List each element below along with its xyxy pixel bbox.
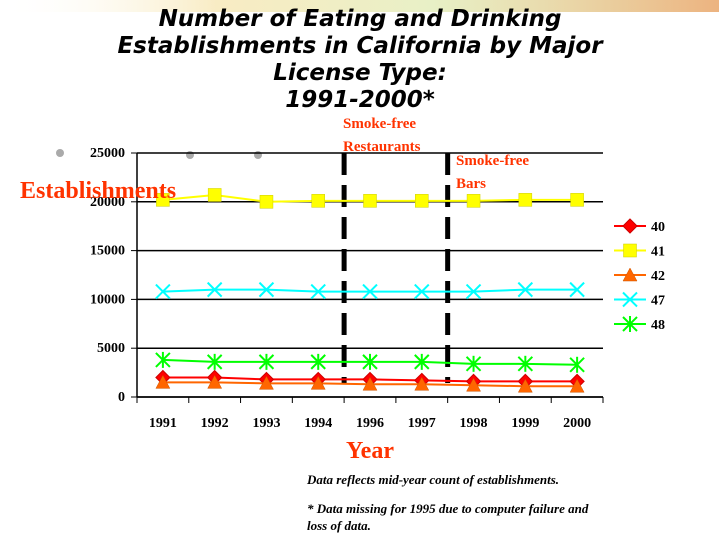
legend-label: 47	[651, 294, 665, 309]
data-point-41	[363, 194, 377, 208]
chart-title: Number of Eating and Drinking Establishm…	[60, 6, 660, 114]
data-point-47	[414, 283, 430, 300]
data-point-42	[362, 376, 378, 391]
data-point-41	[570, 193, 584, 207]
legend-label: 40	[651, 220, 665, 235]
marker-stroke	[362, 283, 378, 300]
data-point-42	[569, 378, 585, 393]
legend-label: 41	[651, 245, 665, 260]
data-point-41	[466, 194, 481, 208]
series-42	[155, 374, 585, 393]
marker-stroke	[155, 283, 171, 300]
data-point-41	[207, 188, 222, 202]
decorative-bullet-1	[186, 151, 194, 159]
data-point-47	[155, 283, 171, 300]
title-line-3: License Type:	[273, 60, 447, 86]
data-point-42	[259, 375, 274, 390]
data-point-41	[311, 194, 325, 208]
marker-stroke	[569, 281, 585, 298]
legend-marker	[622, 316, 638, 332]
data-point-42	[517, 378, 533, 393]
y-tick-label: 0	[118, 390, 125, 405]
data-point-48	[362, 353, 378, 370]
marker-stroke	[206, 281, 223, 298]
data-point-47	[258, 281, 275, 298]
title-line-1: Number of Eating and Drinking	[158, 6, 562, 32]
title-line-2: Establishments in California by Major	[117, 33, 603, 59]
x-tick-label: 1997	[408, 416, 436, 431]
data-point-47	[465, 283, 482, 300]
x-tick-label: 1993	[252, 416, 280, 431]
x-axis-label: Year	[346, 438, 394, 464]
data-point-47	[569, 281, 585, 298]
annotation-label: Smoke-free Restaurants	[343, 116, 421, 155]
legend-item-42: 42	[614, 267, 665, 284]
data-point-42	[466, 377, 481, 392]
data-point-48	[569, 356, 585, 373]
decorative-bullet-0	[56, 149, 64, 157]
footnote-missing-data-cont: loss of data.	[307, 518, 371, 533]
y-tick-label: 15000	[90, 244, 125, 259]
data-point-48	[517, 355, 534, 372]
title-line-4: 1991-2000*	[285, 87, 435, 113]
data-point-42	[207, 374, 223, 389]
data-point-48	[155, 351, 171, 368]
decorative-top-border	[0, 0, 719, 12]
data-point-48	[465, 355, 482, 372]
marker-stroke	[414, 283, 430, 300]
data-point-42	[310, 375, 326, 390]
data-point-42	[414, 376, 430, 391]
data-point-41	[259, 195, 274, 209]
data-point-47	[517, 281, 534, 298]
marker-stroke	[517, 281, 534, 298]
data-point-48	[414, 353, 430, 370]
legend-marker	[622, 218, 638, 234]
legend-item-41: 41	[614, 243, 665, 260]
series-41	[156, 188, 584, 209]
marker-stroke	[622, 291, 638, 308]
data-point-48	[206, 353, 223, 370]
legend-label: 42	[651, 269, 665, 284]
legend-marker	[622, 267, 638, 282]
legend-item-40: 40	[614, 218, 665, 235]
x-tick-label: 1994	[304, 416, 332, 431]
data-point-42	[155, 374, 171, 389]
marker-stroke	[465, 283, 482, 300]
data-point-41	[415, 194, 429, 208]
marker-stroke	[258, 281, 275, 298]
decorative-bullet-2	[254, 151, 262, 159]
legend-marker	[623, 243, 637, 258]
series-48	[155, 351, 585, 373]
data-point-41	[156, 193, 170, 207]
legend-marker	[622, 291, 638, 308]
footnote-data-note: Data reflects mid-year count of establis…	[307, 472, 560, 487]
data-point-47	[362, 283, 378, 300]
y-tick-label: 25000	[90, 146, 125, 161]
x-tick-label: 1991	[149, 416, 177, 431]
data-point-41	[518, 193, 533, 207]
data-point-47	[310, 283, 326, 300]
y-tick-label: 10000	[90, 292, 125, 307]
x-tick-label: 1996	[356, 416, 384, 431]
x-tick-label: 1992	[201, 416, 229, 431]
legend-label: 48	[651, 318, 665, 333]
series-47	[155, 281, 585, 300]
y-tick-label: 20000	[90, 195, 125, 210]
data-point-48	[310, 353, 326, 370]
marker-stroke	[310, 283, 326, 300]
x-tick-label: 1999	[511, 416, 539, 431]
y-axis-label: Establishments	[20, 178, 177, 204]
annotation-label: Smoke-free Bars	[456, 153, 529, 192]
data-point-47	[206, 281, 223, 298]
data-point-48	[258, 353, 275, 370]
y-tick-label: 5000	[97, 341, 125, 356]
legend-item-47: 47	[614, 291, 665, 309]
legend-item-48: 48	[614, 316, 665, 333]
x-tick-label: 2000	[563, 416, 591, 431]
x-tick-label: 1998	[460, 416, 488, 431]
footnote-missing-data: * Data missing for 1995 due to computer …	[307, 501, 589, 516]
